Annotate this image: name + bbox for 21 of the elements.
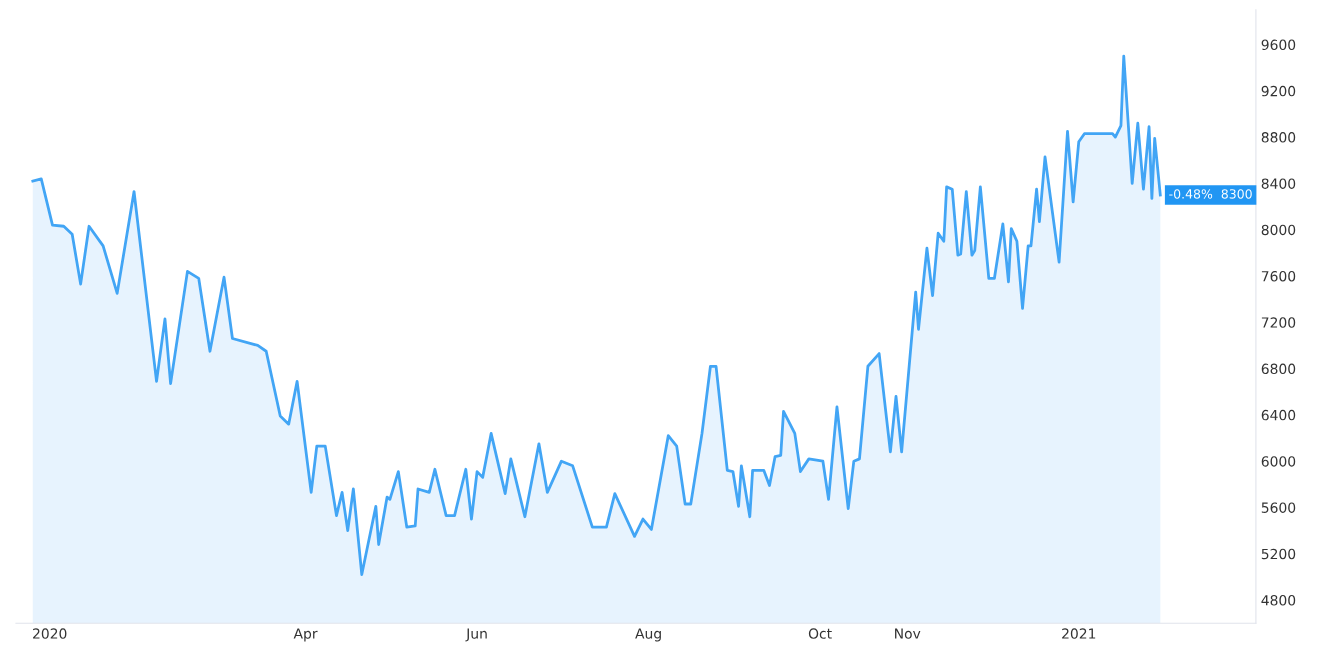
x-tick-label: Aug bbox=[635, 628, 661, 642]
x-tick-label: Oct bbox=[808, 628, 832, 639]
y-tick-label: 8000 bbox=[1261, 224, 1296, 236]
y-tick-label: 7600 bbox=[1261, 270, 1296, 282]
y-tick-label: 5200 bbox=[1261, 548, 1296, 560]
y-tick-label: 6400 bbox=[1261, 409, 1296, 421]
x-tick-label: Nov bbox=[895, 628, 921, 639]
y-tick-label: 6800 bbox=[1261, 363, 1296, 375]
y-tick-label: 9600 bbox=[1261, 39, 1296, 51]
y-tick-label: 8400 bbox=[1261, 178, 1296, 189]
y-tick-label: 8800 bbox=[1261, 132, 1296, 143]
annotation: -0.48% 8300 bbox=[1169, 189, 1252, 199]
y-tick-label: 6000 bbox=[1261, 456, 1296, 467]
y-tick-label: 5600 bbox=[1261, 502, 1296, 513]
y-tick-label: 4800 bbox=[1261, 595, 1296, 606]
x-tick-label: 2020 bbox=[33, 628, 67, 639]
x-tick-label: Jun bbox=[465, 628, 487, 642]
x-tick-label: Apr bbox=[293, 628, 318, 642]
x-tick-label: 2021 bbox=[1062, 628, 1096, 639]
y-tick-label: 7200 bbox=[1261, 317, 1296, 328]
y-tick-label: 9200 bbox=[1261, 85, 1296, 97]
